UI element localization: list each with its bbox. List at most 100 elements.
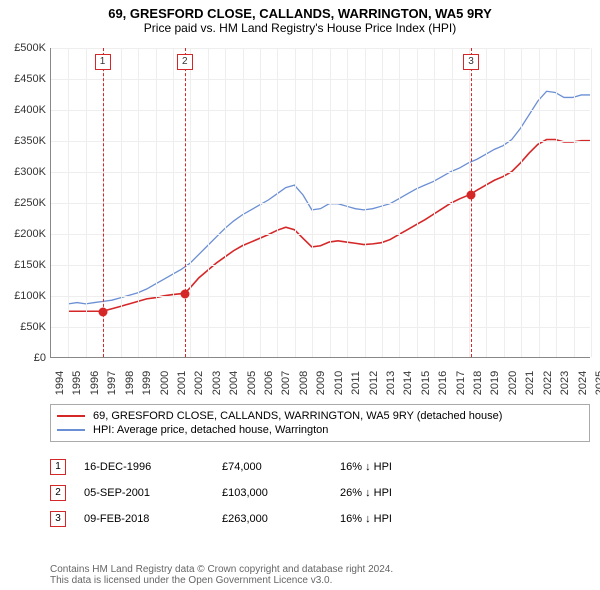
- y-axis-label: £100K: [0, 290, 46, 302]
- x-axis-label: 2000: [159, 371, 171, 395]
- x-axis-label: 2010: [333, 371, 345, 395]
- legend-label: 69, GRESFORD CLOSE, CALLANDS, WARRINGTON…: [93, 410, 502, 422]
- x-axis-label: 1999: [141, 371, 153, 395]
- legend-row: 69, GRESFORD CLOSE, CALLANDS, WARRINGTON…: [57, 409, 583, 423]
- gridline-h: [51, 296, 590, 297]
- y-axis-label: £200K: [0, 228, 46, 240]
- gridline-v: [539, 48, 540, 357]
- event-num-box: 1: [50, 459, 66, 475]
- x-axis-label: 1995: [71, 371, 83, 395]
- gridline-v: [434, 48, 435, 357]
- gridline-v: [86, 48, 87, 357]
- event-delta: 16% ↓ HPI: [340, 461, 460, 473]
- gridline-v: [225, 48, 226, 357]
- title-line2: Price paid vs. HM Land Registry's House …: [0, 21, 600, 35]
- gridline-v: [330, 48, 331, 357]
- event-marker-box: 1: [95, 54, 111, 70]
- event-row: 1 16-DEC-1996 £74,000 16% ↓ HPI: [50, 454, 590, 480]
- x-axis-label: 2001: [176, 371, 188, 395]
- gridline-v: [556, 48, 557, 357]
- chart-container: 1994 1995 1996 1997 1998 1999 2000 2001 2002 2003…: [0, 44, 600, 396]
- attribution-footer: Contains HM Land Registry data © Crown c…: [50, 564, 590, 586]
- x-axis-label: 1996: [89, 371, 101, 395]
- gridline-v: [190, 48, 191, 357]
- gridline-v: [156, 48, 157, 357]
- x-axis-label: 2012: [368, 371, 380, 395]
- y-axis-label: £450K: [0, 73, 46, 85]
- legend-label: HPI: Average price, detached house, Warr…: [93, 424, 328, 436]
- gridline-h: [51, 203, 590, 204]
- gridline-h: [51, 265, 590, 266]
- event-price: £263,000: [222, 513, 322, 525]
- y-axis-label: £500K: [0, 42, 46, 54]
- footer-line: This data is licensed under the Open Gov…: [50, 575, 590, 586]
- gridline-v: [382, 48, 383, 357]
- gridline-v: [121, 48, 122, 357]
- gridline-v: [277, 48, 278, 357]
- x-axis-label: 2003: [211, 371, 223, 395]
- x-axis-label: 2009: [315, 371, 327, 395]
- x-axis-label: 2014: [402, 371, 414, 395]
- legend-swatch: [57, 415, 85, 417]
- event-num-box: 3: [50, 511, 66, 527]
- x-axis-label: 2013: [385, 371, 397, 395]
- legend: 69, GRESFORD CLOSE, CALLANDS, WARRINGTON…: [50, 404, 590, 442]
- plot-area: 1994199519961997199819992000200120022003…: [50, 48, 590, 358]
- sale-point: [466, 190, 475, 199]
- event-marker-box: 2: [177, 54, 193, 70]
- legend-swatch: [57, 429, 85, 431]
- gridline-v: [295, 48, 296, 357]
- gridline-v: [138, 48, 139, 357]
- gridline-v: [173, 48, 174, 357]
- x-axis-label: 2016: [437, 371, 449, 395]
- y-axis-label: £300K: [0, 166, 46, 178]
- x-axis-label: 2011: [350, 371, 362, 395]
- x-axis-label: 2023: [559, 371, 571, 395]
- x-axis-label: 2008: [298, 371, 310, 395]
- gridline-v: [521, 48, 522, 357]
- gridline-h: [51, 141, 590, 142]
- x-axis-label: 2021: [524, 371, 536, 395]
- event-row: 309-FEB-2018£263,00016% ↓ HPI: [50, 506, 590, 532]
- gridline-v: [312, 48, 313, 357]
- x-axis-label: 1997: [106, 371, 118, 395]
- y-axis-label: £400K: [0, 104, 46, 116]
- event-date: 05-SEP-2001: [84, 487, 204, 499]
- event-date: 16-DEC-1996: [84, 461, 204, 473]
- events-table: 116-DEC-1996£74,00016% ↓ HPI205-SEP-2001…: [50, 454, 590, 532]
- x-axis-label: 2002: [193, 371, 205, 395]
- gridline-v: [417, 48, 418, 357]
- y-axis-label: £150K: [0, 259, 46, 271]
- gridline-v: [208, 48, 209, 357]
- x-axis-label: 1998: [124, 371, 136, 395]
- x-axis-label: 1994: [54, 371, 66, 395]
- gridline-v: [591, 48, 592, 357]
- gridline-v: [68, 48, 69, 357]
- x-axis-label: 2006: [263, 371, 275, 395]
- title-line1: 69, GRESFORD CLOSE, CALLANDS, WARRINGTON…: [0, 6, 600, 21]
- event-marker-line: [471, 48, 472, 357]
- event-price: £74,000: [222, 461, 322, 473]
- sale-point: [180, 290, 189, 299]
- x-axis-label: 2017: [455, 371, 467, 395]
- event-price: £103,000: [222, 487, 322, 499]
- gridline-v: [347, 48, 348, 357]
- x-axis-label: 2005: [246, 371, 258, 395]
- x-axis-label: 2024: [577, 371, 589, 395]
- gridline-h: [51, 48, 590, 49]
- x-axis-label: 2007: [280, 371, 292, 395]
- event-delta: 26% ↓ HPI: [340, 487, 460, 499]
- x-axis-label: 2025: [594, 371, 600, 395]
- y-axis-label: £350K: [0, 135, 46, 147]
- gridline-v: [243, 48, 244, 357]
- gridline-h: [51, 234, 590, 235]
- x-axis-label: 2004: [228, 371, 240, 395]
- event-delta: 16% ↓ HPI: [340, 513, 460, 525]
- y-axis-label: £50K: [0, 321, 46, 333]
- event-marker-box: 3: [463, 54, 479, 70]
- gridline-v: [574, 48, 575, 357]
- gridline-v: [469, 48, 470, 357]
- x-axis-label: 2015: [420, 371, 432, 395]
- chart-title: 69, GRESFORD CLOSE, CALLANDS, WARRINGTON…: [0, 0, 600, 37]
- gridline-v: [399, 48, 400, 357]
